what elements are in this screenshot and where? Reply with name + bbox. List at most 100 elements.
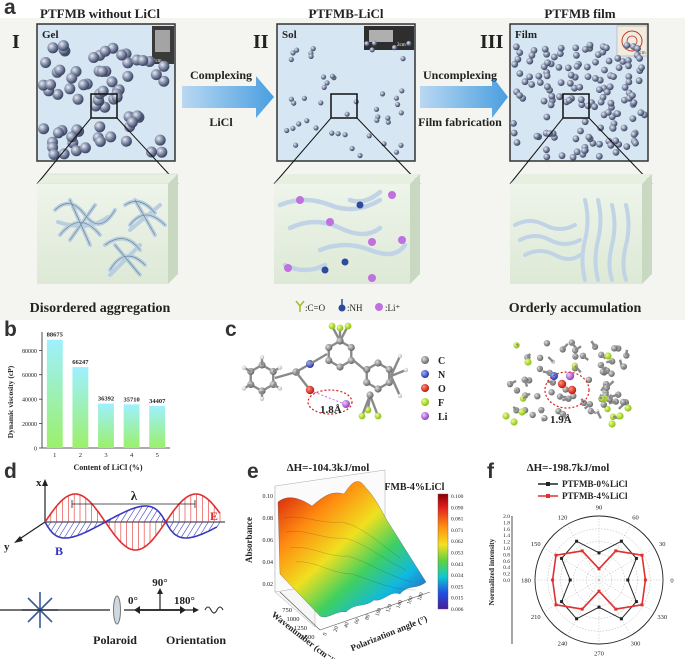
- atom: [570, 392, 577, 400]
- particle: [391, 45, 398, 51]
- particle: [329, 73, 335, 79]
- particle: [393, 95, 399, 101]
- particle: [122, 57, 134, 69]
- particle: [320, 74, 327, 80]
- bond: [309, 352, 328, 366]
- particle: [578, 101, 586, 108]
- particle: [595, 152, 603, 160]
- atom: [513, 342, 520, 349]
- particle: [40, 57, 52, 68]
- particle: [621, 83, 629, 91]
- particle: [625, 73, 633, 80]
- polaroid-icon: [113, 595, 121, 625]
- particle: [634, 45, 641, 52]
- particle: [516, 49, 524, 56]
- f-angle-label: 0: [670, 578, 673, 585]
- sol-li-ions: [284, 191, 406, 282]
- atom: [374, 412, 382, 420]
- particle: [637, 109, 645, 117]
- particle: [615, 64, 623, 71]
- atom: [557, 379, 567, 389]
- bond: [600, 353, 607, 360]
- particle: [567, 71, 575, 79]
- particle: [106, 76, 118, 88]
- particle: [608, 113, 616, 121]
- stage2-roman: II: [253, 31, 269, 53]
- bond: [559, 395, 567, 399]
- b-bar-label: 35710: [123, 396, 139, 403]
- particle: [318, 100, 324, 106]
- particle: [612, 137, 620, 145]
- atom: [608, 420, 616, 428]
- f-rlabel: Normalized intensity: [487, 538, 496, 605]
- particle: [344, 111, 350, 117]
- particle: [614, 110, 621, 117]
- f-rtick: 1.0: [503, 546, 510, 552]
- orientation-wave-icon: [204, 606, 224, 614]
- particle: [547, 101, 555, 109]
- e-ytick: 180: [417, 592, 426, 602]
- particle: [572, 44, 580, 52]
- f-rtick: 1.6: [503, 527, 510, 533]
- e-ytick: 80: [364, 614, 372, 621]
- panel-d-letter: d: [4, 460, 17, 483]
- atom: [397, 393, 403, 399]
- complexing-arrow: [182, 76, 274, 118]
- bond: [590, 340, 597, 348]
- particle: [70, 145, 82, 157]
- particle: [72, 93, 84, 105]
- colorbar-label: 0.006: [451, 607, 464, 613]
- atom: [342, 400, 350, 408]
- bond: [539, 409, 543, 414]
- particle: [105, 131, 117, 143]
- atom: [385, 378, 393, 387]
- atom: [518, 408, 526, 416]
- e-xtick: 1000: [287, 616, 300, 623]
- gel-particles: [37, 40, 170, 160]
- bond: [596, 410, 602, 419]
- f-angle-label: 300: [631, 641, 641, 648]
- particle: [304, 118, 310, 124]
- particle: [150, 69, 162, 81]
- e-ytick: 140: [396, 599, 405, 609]
- particle: [94, 136, 106, 147]
- stage3-title: PTFMB film: [544, 6, 615, 21]
- legend-atom-F: [421, 398, 429, 406]
- film-label: Film: [515, 29, 537, 41]
- atom: [325, 356, 333, 365]
- atom: [325, 343, 333, 352]
- particle: [585, 133, 593, 141]
- particle: [606, 83, 614, 91]
- particle: [536, 79, 544, 86]
- bond: [515, 343, 519, 347]
- atom: [305, 385, 315, 395]
- atom: [624, 404, 632, 412]
- f-angle-label: 60: [632, 514, 639, 521]
- colorbar-label: 0.081: [451, 517, 464, 523]
- molecule-right: [502, 339, 632, 428]
- particle: [597, 124, 604, 132]
- particle: [550, 53, 558, 61]
- e-ytick: 40: [343, 621, 351, 628]
- b-bar: [98, 403, 114, 448]
- film-zoom-box: [510, 174, 652, 284]
- particle: [137, 55, 149, 66]
- atom: [620, 363, 627, 370]
- particle: [544, 83, 551, 91]
- particle: [638, 64, 645, 71]
- colorbar-label: 0.025: [451, 584, 464, 590]
- atom: [513, 387, 521, 394]
- particle: [607, 141, 615, 149]
- particle: [619, 58, 627, 65]
- d-b-label: B: [55, 544, 63, 558]
- atom: [562, 386, 569, 393]
- particle: [596, 140, 603, 148]
- legend-atom-C: [421, 356, 429, 364]
- atom: [363, 378, 371, 387]
- particle: [592, 75, 599, 82]
- gel-zoom-box: [36, 173, 179, 284]
- particle: [156, 146, 168, 158]
- atom: [623, 352, 630, 359]
- atom: [529, 411, 536, 419]
